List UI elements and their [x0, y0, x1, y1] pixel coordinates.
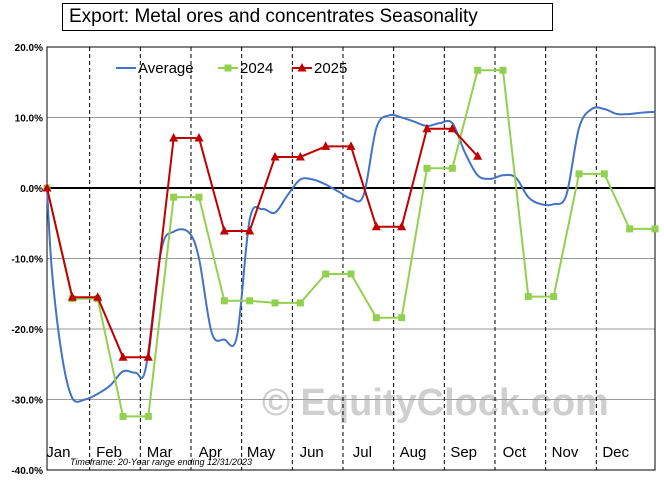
- data-point-2024: [423, 164, 431, 172]
- plot-frame: [46, 46, 656, 471]
- y-tick-label: -10.0%: [11, 255, 43, 266]
- x-axis-tick-labels: Jan Feb Mar Apr May Jun Jul Aug Sep Oct Nov Dec: [46, 444, 629, 461]
- x-tick-label: Oct: [503, 444, 527, 461]
- data-point-2025: [194, 132, 204, 142]
- series-line-Average: [46, 106, 656, 403]
- data-point-2024: [271, 299, 279, 307]
- series-line-2025: [46, 127, 479, 359]
- x-tick-label: Jun: [300, 444, 324, 461]
- y-tick-label: -20.0%: [11, 325, 43, 336]
- data-point-2024: [575, 170, 583, 178]
- data-point-2024: [448, 164, 456, 172]
- series-Average: [46, 106, 656, 403]
- data-point-2024: [220, 297, 228, 305]
- data-point-2024: [195, 193, 203, 201]
- series-layer: [42, 66, 659, 420]
- data-point-2024: [347, 270, 355, 278]
- chart-title: Export: Metal ores and concentrates Seas…: [62, 3, 553, 31]
- data-point-2025: [42, 183, 52, 192]
- data-point-2025: [143, 352, 153, 361]
- data-point-2025: [447, 123, 457, 133]
- x-tick-label: Sep: [450, 444, 477, 461]
- y-tick-label: -40.0%: [11, 466, 43, 477]
- data-point-2025: [118, 352, 128, 361]
- data-point-2024: [398, 314, 406, 322]
- x-tick-label: Feb: [96, 444, 122, 461]
- data-point-2024: [322, 270, 330, 278]
- series-2025: [42, 123, 483, 361]
- data-point-2024: [651, 225, 659, 233]
- grid-layer: [46, 46, 656, 471]
- data-point-2024: [372, 314, 380, 322]
- legend-label-Average: Average: [138, 60, 194, 77]
- data-point-2024: [224, 64, 232, 72]
- x-tick-label: May: [247, 444, 276, 461]
- data-point-2025: [245, 226, 255, 235]
- data-point-2024: [626, 225, 634, 233]
- y-tick-label: 0.0%: [20, 184, 43, 195]
- y-axis-tick-labels: 20.0% 10.0% 0.0% -10.0% -20.0% -30.0% -40.0%: [11, 43, 43, 477]
- footnote: Timeframe: 20-Year range ending 12/31/20…: [70, 457, 252, 467]
- data-point-2024: [144, 412, 152, 420]
- data-point-2024: [119, 412, 127, 420]
- y-tick-label: -30.0%: [11, 396, 43, 407]
- data-point-2024: [474, 66, 482, 74]
- data-point-2025: [297, 63, 307, 72]
- data-point-2025: [219, 226, 229, 235]
- y-tick-label: 10.0%: [15, 114, 43, 125]
- data-point-2024: [296, 299, 304, 307]
- data-point-2025: [270, 151, 280, 161]
- x-tick-label: Jan: [46, 444, 70, 461]
- data-point-2025: [346, 141, 356, 150]
- data-point-2025: [93, 292, 103, 301]
- x-tick-label: Jul: [353, 444, 372, 461]
- data-point-2024: [550, 293, 558, 301]
- x-tick-label: Aug: [400, 444, 427, 461]
- watermark: © EquityClock.com: [262, 382, 609, 424]
- x-tick-label: Mar: [147, 444, 173, 461]
- data-point-2025: [422, 123, 432, 133]
- data-point-2025: [295, 151, 305, 161]
- data-point-2025: [397, 221, 407, 231]
- data-point-2025: [67, 292, 77, 301]
- data-point-2025: [473, 151, 483, 160]
- data-point-2025: [321, 141, 331, 150]
- data-point-2024: [170, 193, 178, 201]
- data-point-2025: [169, 132, 179, 142]
- data-point-2024: [246, 297, 254, 305]
- legend-label-2025: 2025: [314, 60, 347, 77]
- data-point-2024: [600, 170, 608, 178]
- data-point-2024: [524, 293, 532, 301]
- data-point-2025: [371, 221, 381, 231]
- y-tick-label: 20.0%: [15, 43, 43, 54]
- legend-label-2024: 2024: [240, 60, 273, 77]
- x-tick-label: Apr: [199, 444, 222, 461]
- data-point-2024: [499, 66, 507, 74]
- x-tick-label: Dec: [602, 444, 629, 461]
- x-tick-label: Nov: [552, 444, 579, 461]
- legend: Average 2024 2025: [116, 60, 347, 77]
